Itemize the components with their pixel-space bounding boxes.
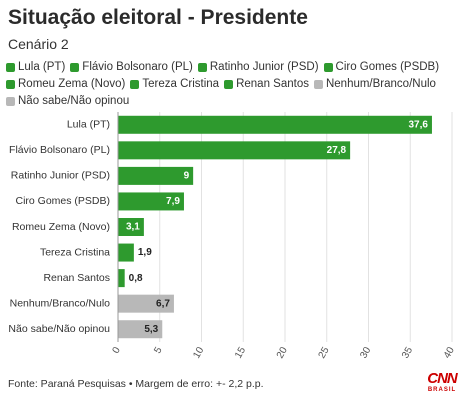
legend-swatch (197, 63, 207, 72)
category-label: Ratinho Junior (PSD) (11, 170, 110, 182)
legend-item: Lula (PT) (6, 60, 65, 75)
data-label: 0,8 (129, 273, 143, 284)
legend-label: Romeu Zema (Novo) (18, 78, 126, 90)
legend-swatch (70, 63, 80, 72)
logo-subtext: BRASIL (427, 387, 457, 393)
legend-swatch (313, 80, 323, 89)
legend-label: Não sabe/Não opinou (18, 95, 130, 107)
legend-item: Não sabe/Não opinou (6, 94, 129, 109)
data-label: 6,7 (156, 298, 170, 309)
data-label: 1,9 (138, 247, 152, 258)
category-label: Tereza Cristina (40, 246, 110, 258)
legend-swatch (130, 80, 140, 89)
category-label: Ciro Gomes (PSDB) (15, 195, 110, 207)
legend-label: Nenhum/Branco/Nulo (325, 78, 436, 90)
x-tick-label: 40 (442, 345, 457, 361)
legend-item: Nenhum/Branco/Nulo (313, 77, 436, 92)
legend-swatch (6, 97, 15, 106)
legend-label: Tereza Cristina (142, 78, 220, 90)
legend-swatch (6, 63, 15, 72)
legend-swatch (323, 63, 333, 72)
legend-item: Ratinho Junior (PSD) (197, 60, 319, 75)
x-tick-label: 20 (275, 345, 290, 361)
bar (118, 218, 144, 236)
legend-label: Ciro Gomes (PSDB) (335, 61, 440, 73)
legend-label: Renan Santos (236, 78, 309, 90)
legend-swatch (224, 80, 234, 89)
category-label: Não sabe/Não opinou (8, 323, 110, 335)
x-tick-label: 5 (152, 345, 165, 356)
x-tick-label: 0 (111, 345, 124, 356)
chart-title: Situação eleitoral - Presidente (8, 6, 308, 29)
bar (118, 166, 194, 185)
data-label: 37,6 (408, 119, 428, 130)
category-label: Renan Santos (43, 272, 110, 284)
data-label: 3,1 (126, 222, 140, 233)
category-label: Flávio Bolsonaro (PL) (9, 144, 110, 156)
data-label: 27,8 (327, 145, 347, 156)
legend-item: Renan Santos (224, 77, 309, 92)
bar (118, 320, 163, 339)
data-label: 9 (184, 171, 190, 182)
logo-text: CNN (427, 370, 458, 387)
bar (118, 243, 134, 262)
x-tick-label: 15 (233, 345, 248, 361)
source-note: Fonte: Paraná Pesquisas • Margem de erro… (8, 378, 264, 390)
chart-subtitle: Cenário 2 (8, 36, 69, 52)
bar (118, 115, 432, 134)
x-tick-label: 10 (191, 345, 206, 361)
bar (118, 192, 184, 211)
data-label: 7,9 (166, 196, 180, 207)
category-label: Nenhum/Branco/Nulo (10, 297, 111, 309)
legend-label: Lula (PT) (18, 61, 66, 73)
category-label: Romeu Zema (Novo) (12, 221, 110, 233)
category-label: Lula (PT) (67, 119, 110, 131)
legend-item: Romeu Zema (Novo) (6, 77, 125, 92)
legend-label: Ratinho Junior (PSD) (209, 61, 319, 73)
legend-item: Tereza Cristina (130, 77, 219, 92)
legend-swatch (6, 80, 15, 89)
legend-label: Flávio Bolsonaro (PL) (82, 61, 193, 73)
x-tick-label: 30 (358, 345, 373, 361)
cnn-brasil-logo: CNN BRASIL (427, 370, 458, 394)
bar (118, 269, 125, 288)
legend-item: Flávio Bolsonaro (PL) (70, 60, 193, 75)
x-tick-label: 35 (400, 345, 415, 361)
bar (118, 294, 174, 313)
data-label: 5,3 (144, 324, 158, 335)
chart-legend: Lula (PT) Flávio Bolsonaro (PL) Ratinho Ju… (6, 60, 456, 111)
x-tick-label: 25 (317, 345, 332, 361)
legend-item: Ciro Gomes (PSDB) (323, 60, 440, 75)
bar (118, 141, 351, 160)
